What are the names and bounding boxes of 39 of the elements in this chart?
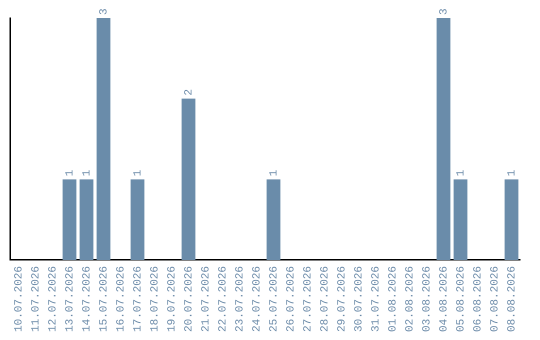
data-label: 3 [98,8,110,15]
x-tick-label: 23.07.2026 [234,266,246,332]
x-tick-label: 21.07.2026 [200,266,212,332]
x-tick-label: 05.08.2026 [455,266,468,332]
x-tick-label: 04.08.2026 [438,266,450,332]
x-tick-label: 13.07.2026 [64,266,76,332]
x-tick-label: 19.07.2026 [166,266,178,332]
x-tick-label: 01.08.2026 [387,266,400,332]
x-tick-label: 15.07.2026 [98,266,110,332]
x-tick-label: 07.08.2026 [489,266,502,332]
x-tick-label: 02.08.2026 [404,266,416,332]
x-tick-label: 18.07.2026 [149,266,162,332]
data-label: 3 [438,8,450,15]
x-tick-label: 28.07.2026 [319,266,332,332]
data-label: 1 [64,169,76,176]
x-tick-label: 08.08.2026 [506,266,518,332]
x-tick-label: 29.07.2026 [336,266,348,332]
x-tick-label: 22.07.2026 [217,266,230,332]
data-label: 2 [183,89,196,96]
x-tick-label: 20.07.2026 [183,266,196,332]
data-label: 1 [81,169,94,176]
x-tick-label: 31.07.2026 [370,266,382,332]
data-label: 1 [132,169,144,176]
x-tick-label: 26.07.2026 [285,266,298,332]
x-tick-label: 12.07.2026 [47,266,60,332]
x-tick-label: 16.07.2026 [115,266,128,332]
data-label: 1 [268,169,280,176]
x-tick-label: 24.07.2026 [251,266,264,332]
x-tick-label: 06.08.2026 [472,266,484,332]
x-tick-label: 17.07.2026 [132,266,144,332]
x-tick-label: 27.07.2026 [302,266,314,332]
x-tick-label: 10.07.2026 [13,266,26,332]
x-tick-label: 30.07.2026 [353,266,366,332]
x-tick-label: 11.07.2026 [30,266,42,332]
data-label: 1 [455,169,468,176]
data-label: 1 [506,169,518,176]
x-tick-label: 25.07.2026 [268,266,280,332]
x-tick-label: 14.07.2026 [81,266,94,332]
x-tick-label: 03.08.2026 [421,266,434,332]
